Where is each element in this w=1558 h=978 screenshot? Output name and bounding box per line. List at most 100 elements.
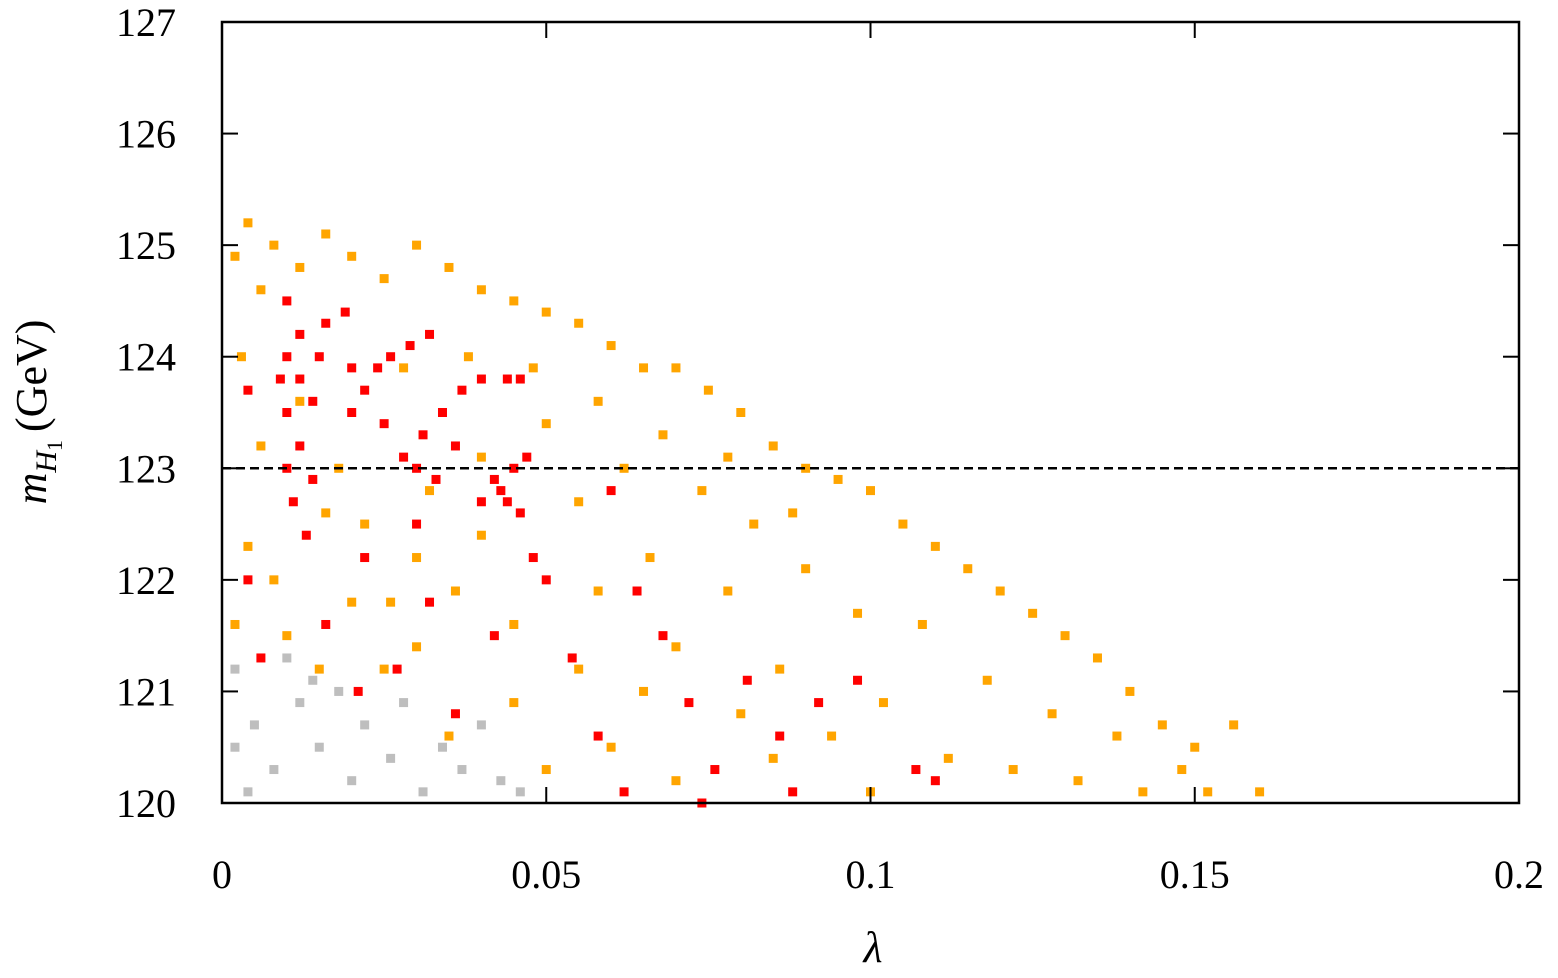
point	[930, 776, 940, 786]
point	[528, 363, 538, 373]
point	[437, 408, 447, 417]
point	[347, 363, 357, 373]
y-tick-label: 124	[116, 335, 176, 380]
point	[282, 631, 292, 641]
point	[275, 374, 285, 384]
point	[308, 675, 318, 685]
point	[593, 731, 603, 741]
point	[444, 262, 454, 272]
point	[425, 597, 435, 607]
plot-frame	[220, 20, 1521, 805]
y-tick-label: 126	[116, 112, 176, 157]
y-tick-label: 123	[116, 446, 176, 491]
point	[476, 374, 486, 384]
point	[269, 765, 279, 775]
y-tick-label: 127	[116, 0, 176, 45]
point	[736, 709, 746, 719]
point	[431, 474, 441, 484]
point	[269, 575, 279, 585]
point	[515, 374, 525, 384]
point	[425, 329, 435, 339]
point	[243, 218, 253, 228]
point	[801, 463, 811, 473]
x-tick-label: 0.1	[846, 852, 896, 897]
point	[295, 441, 305, 451]
plot-area	[230, 218, 1265, 808]
point	[288, 497, 298, 507]
point	[418, 787, 428, 797]
point	[775, 664, 785, 674]
point	[373, 363, 383, 373]
point	[1047, 709, 1057, 719]
point	[502, 497, 512, 507]
point	[522, 452, 532, 462]
point	[814, 698, 824, 708]
point	[639, 686, 649, 696]
point	[230, 619, 240, 629]
point	[425, 486, 435, 496]
point	[243, 385, 253, 395]
point	[321, 229, 331, 239]
point	[405, 341, 415, 351]
point	[658, 631, 668, 641]
point	[853, 608, 863, 618]
point	[723, 586, 733, 596]
point	[314, 664, 324, 674]
point	[606, 341, 616, 351]
point	[412, 463, 422, 473]
point	[230, 664, 240, 674]
point	[476, 530, 486, 540]
y-label-subsubscript: 1	[42, 440, 67, 451]
point	[282, 352, 292, 362]
point	[347, 597, 357, 607]
point	[827, 731, 837, 741]
point	[943, 753, 953, 763]
point	[256, 653, 266, 663]
point	[768, 753, 778, 763]
point	[995, 586, 1005, 596]
point	[671, 776, 681, 786]
point	[963, 564, 973, 574]
point	[509, 698, 519, 708]
point	[684, 698, 694, 708]
point	[671, 642, 681, 652]
point	[866, 486, 875, 496]
point	[412, 240, 422, 250]
point	[476, 452, 486, 462]
point	[386, 597, 396, 607]
point	[399, 452, 409, 462]
point	[645, 553, 655, 563]
point	[567, 653, 577, 663]
x-tick-label: 0.15	[1160, 852, 1230, 897]
point	[639, 363, 649, 373]
point	[574, 497, 584, 507]
point	[321, 508, 331, 518]
point	[1157, 720, 1167, 730]
point	[489, 631, 499, 641]
point	[353, 686, 363, 696]
point	[295, 396, 305, 406]
point	[230, 742, 240, 752]
point	[282, 296, 292, 306]
point	[1060, 631, 1070, 641]
x-axis-label: λ	[861, 923, 882, 972]
point	[509, 296, 519, 306]
point	[703, 385, 713, 395]
point	[930, 541, 940, 551]
point	[314, 352, 324, 362]
point	[334, 686, 344, 696]
point	[321, 318, 331, 328]
point	[736, 408, 746, 417]
point	[515, 787, 525, 797]
point	[450, 586, 460, 596]
point	[379, 274, 389, 284]
point	[509, 619, 519, 629]
point	[243, 575, 253, 585]
point	[632, 586, 642, 596]
point	[249, 720, 259, 730]
point	[256, 285, 266, 295]
point	[347, 776, 357, 786]
point	[457, 765, 467, 775]
point	[457, 385, 467, 395]
